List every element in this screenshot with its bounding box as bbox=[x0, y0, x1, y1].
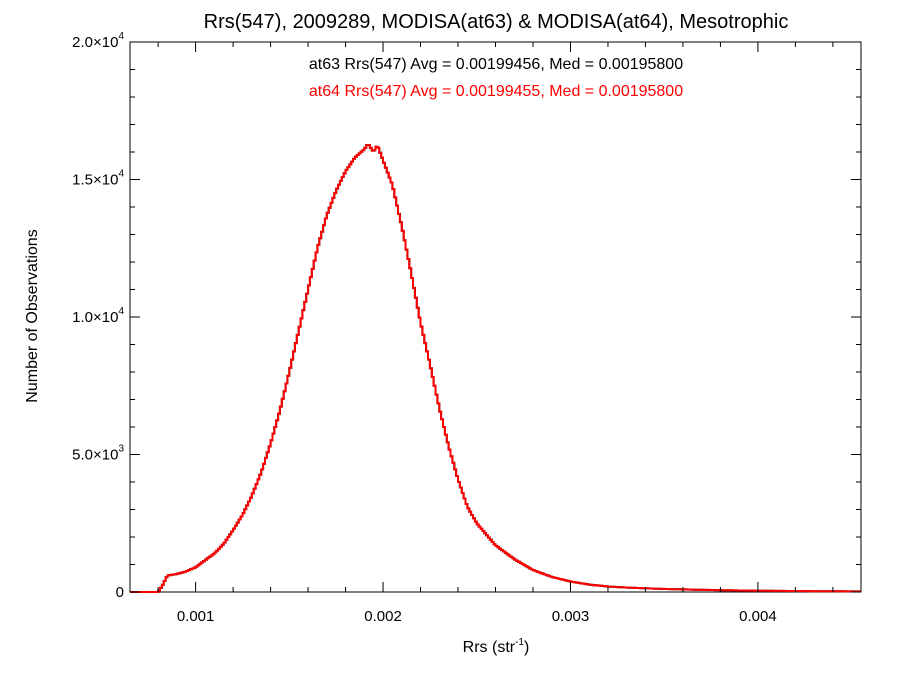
series-line-at63 bbox=[130, 144, 861, 593]
annotation-at63: at63 Rrs(547) Avg = 0.00199456, Med = 0.… bbox=[309, 56, 683, 73]
axis-ticks: 0.001 0.002 0.003 0.004 0 5.0×103 1.0×104 1.5×1… bbox=[72, 31, 861, 625]
chart-title: Rrs(547), 2009289, MODISA(at63) & MODISA… bbox=[204, 11, 789, 33]
y-axis-label: Number of Observations bbox=[24, 229, 41, 402]
x-tick-label: 0.003 bbox=[552, 608, 590, 625]
y-tick-label: 2.0×104 bbox=[72, 31, 124, 51]
plot-frame bbox=[129, 41, 862, 593]
y-tick-label: 1.5×104 bbox=[72, 169, 124, 189]
x-tick-label: 0.002 bbox=[364, 608, 402, 625]
y-tick-label: 0 bbox=[116, 584, 124, 601]
x-tick-label: 0.004 bbox=[739, 608, 777, 625]
annotation-at64: at64 Rrs(547) Avg = 0.00199455, Med = 0.… bbox=[309, 83, 683, 100]
series-line-at64 bbox=[130, 144, 861, 593]
x-axis-label-main: Rrs (str bbox=[463, 639, 516, 656]
x-tick-label: 0.001 bbox=[177, 608, 215, 625]
x-axis-label: Rrs (str-1) bbox=[463, 637, 530, 656]
series-layer bbox=[130, 144, 861, 593]
y-tick-label: 5.0×103 bbox=[72, 444, 124, 464]
y-tick-label: 1.0×104 bbox=[72, 306, 124, 326]
x-axis-label-superscript: -1 bbox=[515, 637, 524, 648]
x-axis-label-close: ) bbox=[524, 639, 529, 656]
